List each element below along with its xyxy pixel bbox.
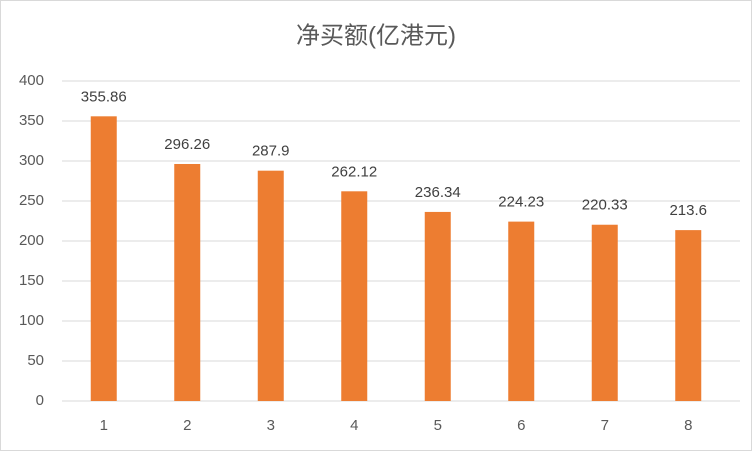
x-tick-label: 5 <box>434 417 442 434</box>
value-label: 262.12 <box>331 163 377 180</box>
y-tick-label: 200 <box>19 232 44 249</box>
bar <box>90 116 117 401</box>
y-tick-label: 50 <box>27 352 44 369</box>
value-label: 236.34 <box>415 184 461 201</box>
x-tick-label: 1 <box>100 417 108 434</box>
value-label: 213.6 <box>669 202 707 219</box>
y-tick-label: 250 <box>19 192 44 209</box>
bar <box>424 211 451 401</box>
bar <box>174 163 201 401</box>
value-label: 224.23 <box>498 194 544 211</box>
bar <box>591 224 618 401</box>
y-tick-label: 300 <box>19 152 44 169</box>
x-tick-label: 3 <box>267 417 275 434</box>
value-label: 355.86 <box>81 88 127 105</box>
x-tick-label: 7 <box>601 417 609 434</box>
y-tick-label: 400 <box>19 72 44 89</box>
bar <box>257 170 284 401</box>
x-tick-label: 8 <box>684 417 692 434</box>
y-tick-label: 100 <box>19 312 44 329</box>
value-label: 296.26 <box>164 136 210 153</box>
bar <box>508 221 535 401</box>
x-tick-label: 6 <box>517 417 525 434</box>
value-label: 220.33 <box>582 197 628 214</box>
y-tick-label: 0 <box>36 392 44 409</box>
x-tick-label: 4 <box>350 417 358 434</box>
y-tick-label: 350 <box>19 112 44 129</box>
chart-title: 净买额(亿港元) <box>296 22 456 49</box>
y-tick-label: 150 <box>19 272 44 289</box>
bar <box>675 230 702 401</box>
value-label: 287.9 <box>252 143 290 160</box>
bar <box>341 191 368 401</box>
x-tick-label: 2 <box>183 417 191 434</box>
